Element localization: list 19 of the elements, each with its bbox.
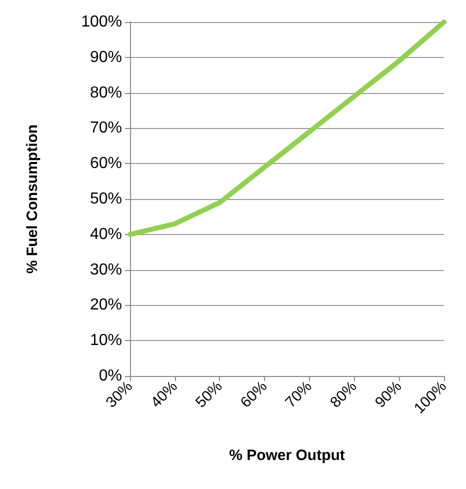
y-tick-label: 10% [90, 332, 122, 350]
x-tick-label: 60% [237, 378, 271, 412]
y-tick-label: 80% [90, 84, 122, 102]
y-tick-label: 30% [90, 261, 122, 278]
x-tick-label: 90% [372, 378, 406, 412]
x-tick-label: 80% [327, 378, 360, 412]
y-axis-title: % Fuel Consumption [24, 124, 41, 274]
y-tick-label: 90% [90, 48, 122, 66]
y-tick-label: 0% [98, 368, 122, 384]
x-tick-label: 70% [282, 378, 316, 412]
x-tick-label: 40% [148, 378, 181, 412]
y-tick-label: 50% [90, 190, 122, 208]
x-axis-title: % Power Output [229, 447, 345, 464]
x-tick-label: 50% [192, 378, 226, 412]
y-tick-label: 100% [81, 14, 122, 30]
y-tick-label: 70% [90, 120, 122, 137]
y-tick-label: 40% [90, 226, 122, 243]
y-tick-label: 60% [90, 155, 122, 172]
y-tick-label: 20% [90, 296, 122, 314]
